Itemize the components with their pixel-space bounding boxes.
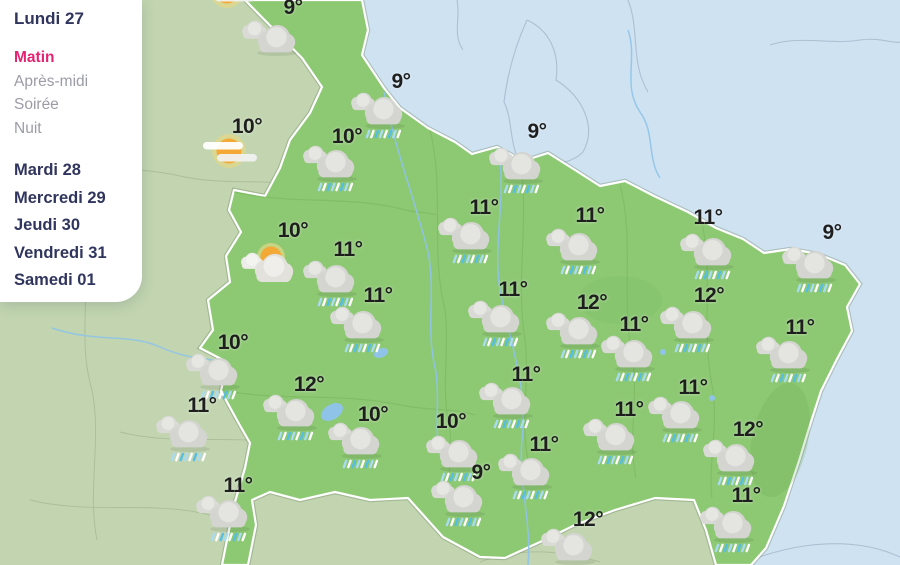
- temperature-label: 10°: [357, 403, 389, 426]
- weather-icon-rain: [468, 300, 522, 347]
- temperature-label: 11°: [575, 204, 605, 227]
- weather-icon-rain: [498, 453, 552, 500]
- selected-day-label[interactable]: Lundi 27: [14, 9, 84, 28]
- temperature-label: 11°: [333, 238, 363, 261]
- temperature-label: 11°: [223, 474, 253, 497]
- temperature-label: 12°: [293, 373, 325, 396]
- day-option-mardi-28[interactable]: Mardi 28: [14, 161, 81, 179]
- temperature-label: 12°: [572, 508, 604, 531]
- weather-icon-rain: [431, 480, 485, 527]
- weather-icon-rain: [546, 228, 600, 275]
- temperature-label: 10°: [331, 125, 363, 148]
- temperature-label: 11°: [731, 484, 761, 507]
- temperature-label: 11°: [678, 376, 708, 399]
- weather-icon-rain: [756, 336, 810, 383]
- temperature-label: 12°: [732, 418, 764, 441]
- weather-icon-rain: [660, 306, 714, 353]
- time-option-soir-e[interactable]: Soirée: [14, 96, 59, 113]
- weather-icon-rain: [263, 394, 317, 441]
- time-option-matin[interactable]: Matin: [14, 49, 55, 66]
- day-options: Mardi 28 Mercredi 29 Jeudi 30 Vendredi 31 Sa…: [14, 157, 142, 295]
- temperature-label: 12°: [576, 291, 608, 314]
- temperature-label: 12°: [693, 284, 725, 307]
- temperature-label: 9°: [283, 0, 303, 19]
- weather-icon-rain: [479, 382, 533, 429]
- forecast-sidebar: Lundi 27 Matin Après-midi Soirée Nuit Mardi…: [0, 0, 142, 302]
- time-option-apr-s-midi[interactable]: Après-midi: [14, 72, 89, 90]
- weather-icon-rain: [328, 422, 382, 469]
- temperature-label: 10°: [435, 410, 467, 433]
- weather-icon-cloudy: [242, 20, 297, 56]
- weather-icon-rain: [351, 92, 405, 139]
- weather-icon-rain: [303, 260, 357, 307]
- temperature-label: 11°: [785, 316, 815, 339]
- day-option-jeudi-30[interactable]: Jeudi 30: [14, 216, 81, 234]
- temperature-label: 11°: [511, 363, 541, 386]
- weather-icon-rain: [438, 217, 492, 264]
- weather-icon-rain: [489, 147, 543, 194]
- weather-icon-rain: [782, 246, 836, 293]
- region-rivers: [383, 91, 530, 565]
- day-option-samedi-01[interactable]: Samedi 01: [14, 271, 96, 289]
- weather-icon-rain: [583, 418, 637, 465]
- temperature-label: 10°: [217, 331, 249, 354]
- weather-icon-rain: [156, 415, 210, 462]
- weather-icon-rain: [186, 353, 240, 400]
- weather-icon-rain: [700, 506, 754, 553]
- region-relief: [578, 276, 810, 498]
- foreign-area: [362, 0, 900, 565]
- time-option-nuit[interactable]: Nuit: [14, 119, 42, 137]
- foreign-river: [627, 29, 661, 179]
- weather-icon-rain: [648, 396, 702, 443]
- weather-icon-rain: [703, 439, 757, 486]
- weather-icon-suncloud: [241, 243, 294, 283]
- weather-icon-rain: [601, 335, 655, 382]
- temperature-label: 9°: [527, 120, 547, 143]
- weather-icon-sunfog: [212, 0, 255, 8]
- time-options: Matin Après-midi Soirée Nuit: [14, 46, 142, 140]
- day-option-vendredi-31[interactable]: Vendredi 31: [14, 243, 107, 262]
- temperature-label: 11°: [693, 206, 723, 229]
- weather-icon-rain: [541, 528, 595, 565]
- temperature-label: 10°: [231, 115, 263, 138]
- temperature-label: 11°: [187, 394, 217, 417]
- weather-icon-rain: [303, 145, 357, 192]
- weather-icon-rain: [330, 306, 384, 353]
- temperature-label: 11°: [529, 433, 559, 456]
- temperature-label: 9°: [391, 70, 411, 93]
- temperature-label: 11°: [614, 398, 644, 421]
- temperature-label: 11°: [363, 284, 393, 307]
- weather-icon-rain: [680, 233, 734, 280]
- temperature-label: 11°: [498, 278, 528, 301]
- temperature-label: 10°: [277, 219, 309, 242]
- weather-icon-rain: [546, 312, 600, 359]
- weather-icon-sunfog: [203, 134, 257, 168]
- day-option-mercredi-29[interactable]: Mercredi 29: [14, 188, 106, 207]
- weather-icon-rain: [196, 495, 250, 542]
- weather-icon-rain: [426, 435, 480, 482]
- temperature-label: 11°: [619, 313, 649, 336]
- temperature-label: 11°: [469, 196, 499, 219]
- temperature-label: 9°: [471, 461, 491, 484]
- temperature-label: 9°: [822, 221, 842, 244]
